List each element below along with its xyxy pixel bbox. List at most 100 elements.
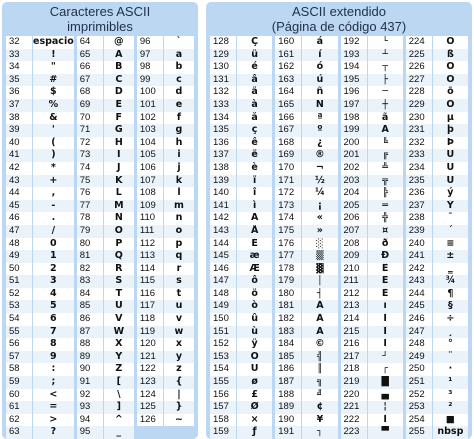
table-row: 204 ╠ [340, 187, 403, 200]
char-code: 123 [136, 376, 163, 389]
table-row: 176 ░ [275, 237, 338, 251]
char-glyph: Ì [367, 413, 403, 427]
char-code: 244 [405, 287, 432, 301]
char-code: 176 [275, 237, 302, 251]
table-row: 132 ä [210, 86, 273, 99]
char-code: 217 [340, 350, 367, 364]
char-code: 199 [340, 124, 367, 137]
char-glyph: ı [367, 300, 403, 314]
char-code: 218 [340, 363, 367, 377]
char-code: 249 [405, 350, 432, 364]
table-row: 197 ┼ [340, 98, 403, 112]
table-row: 218 ┌ [340, 363, 403, 377]
char-glyph: o [163, 224, 195, 238]
table-row: 84 T [76, 287, 134, 301]
char-glyph: │ [302, 275, 338, 288]
char-code: 146 [210, 262, 236, 276]
char-code: 78 [76, 212, 103, 225]
char-code: 89 [76, 350, 103, 364]
table-row: 214 Í [340, 313, 403, 326]
table-row: 195 ├ [340, 73, 403, 87]
char-glyph: ‗ [432, 262, 468, 276]
table-row: 47/ [6, 224, 74, 238]
table-row: 199 Ã [340, 124, 403, 137]
char-glyph: ÿ [237, 338, 273, 351]
table-row: 193 ┴ [340, 48, 403, 62]
char-glyph: © [302, 338, 338, 351]
char-glyph: } [163, 401, 195, 414]
table-row: 244 ¶ [405, 287, 468, 301]
char-glyph: ü [237, 48, 273, 62]
char-code: 92 [76, 388, 103, 402]
char-code: 113 [136, 250, 163, 263]
char-code: 34 [6, 61, 32, 74]
char-code: 70 [76, 111, 103, 125]
char-glyph: g [163, 124, 195, 137]
table-row: 177 ▒ [275, 250, 338, 263]
char-glyph: █ [367, 376, 403, 389]
char-glyph: r [163, 262, 195, 276]
char-code: 202 [340, 161, 367, 175]
char-glyph: Õ [432, 98, 468, 112]
char-glyph: ö [237, 287, 273, 301]
char-glyph: " [33, 61, 74, 74]
char-glyph: , [33, 187, 74, 200]
char-code: 52 [6, 287, 32, 301]
char-code: 129 [210, 48, 236, 62]
char-glyph: ░ [302, 237, 338, 251]
table-row: 154 Ü [210, 363, 273, 377]
table-row: 227 Ò [405, 73, 468, 87]
table-row: 33! [6, 48, 74, 62]
char-glyph: Þ [432, 136, 468, 150]
char-glyph: ┤ [302, 287, 338, 301]
table-row: 100 d [136, 86, 195, 99]
table-row: 245 § [405, 300, 468, 314]
char-glyph: E [103, 98, 134, 112]
extended-column: 128 Ç 129 ü 130 é 131 â 132 ä 133 à 134 å 135 ç 136 ê 137 ë… [210, 36, 273, 439]
table-row: 156 £ [210, 388, 273, 402]
char-glyph: p [163, 237, 195, 251]
table-row: 78 N [76, 212, 134, 225]
char-code: 139 [210, 174, 236, 188]
char-code: 161 [275, 48, 302, 62]
char-glyph: ¸ [432, 325, 468, 339]
title-line-1: ASCII extendido [292, 4, 386, 19]
char-glyph: ╠ [367, 187, 403, 200]
char-code: 173 [275, 199, 302, 213]
table-row: 50 2 [6, 262, 74, 276]
char-code: 232 [405, 136, 432, 150]
table-row: 225 ß [405, 48, 468, 62]
char-glyph: É [237, 237, 273, 251]
char-glyph: ñ [302, 86, 338, 99]
char-code: 44 [6, 187, 32, 200]
table-row: 70 F [76, 111, 134, 125]
char-glyph: á [302, 36, 338, 49]
char-glyph: § [432, 300, 468, 314]
char-code: 147 [210, 275, 236, 288]
char-glyph: Á [302, 300, 338, 314]
char-code: 134 [210, 111, 236, 125]
char-code: 167 [275, 124, 302, 137]
char-code: 163 [275, 73, 302, 87]
char-code: 95 [76, 426, 103, 439]
table-row: 220 ▄ [340, 388, 403, 402]
char-code: 243 [405, 275, 432, 288]
char-glyph: Ä [237, 212, 273, 225]
table-row: 59; [6, 376, 74, 389]
char-glyph: b [163, 61, 195, 74]
char-code: 126 [136, 413, 163, 427]
char-code: 68 [76, 86, 103, 99]
table-row: 41) [6, 149, 74, 162]
char-glyph: µ [432, 111, 468, 125]
table-row: 182 Â [275, 313, 338, 326]
char-code: 155 [210, 376, 236, 389]
char-glyph: È [367, 287, 403, 301]
char-glyph: Ü [237, 363, 273, 377]
table-row: 171 ½ [275, 174, 338, 188]
char-code: 102 [136, 111, 163, 125]
table-row: 142 Ä [210, 212, 273, 225]
char-glyph: . [33, 212, 74, 225]
table-row: 188 ╝ [275, 388, 338, 402]
char-code: 164 [275, 86, 302, 99]
char-code: 138 [210, 161, 236, 175]
